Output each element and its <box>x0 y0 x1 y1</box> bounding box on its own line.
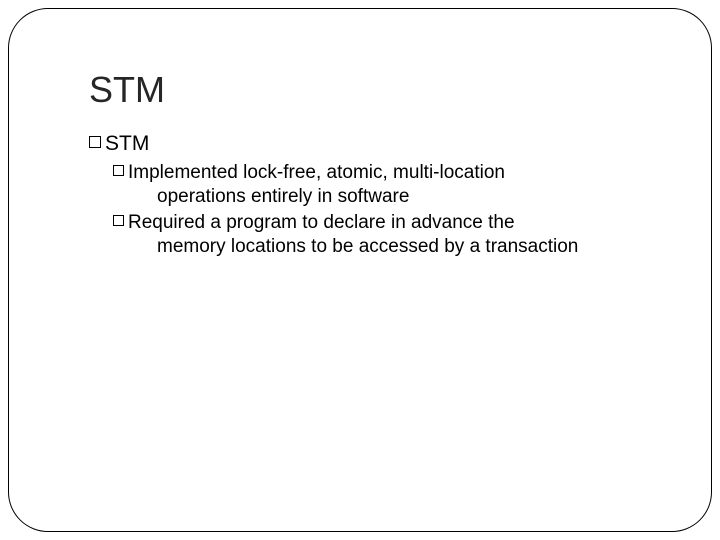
bullet-l2a-line2: operations entirely in software <box>157 185 651 209</box>
bullet-level1: STM <box>89 131 651 157</box>
bullet-l2b-line1: Required a program to declare in advance… <box>128 211 515 235</box>
bullet-l2b-line2: memory locations to be accessed by a tra… <box>157 235 651 259</box>
slide-title: STM <box>89 69 651 111</box>
square-bullet-icon <box>113 215 124 226</box>
slide-content: STM STM Implemented lock-free, atomic, m… <box>89 69 651 260</box>
slide-frame: STM STM Implemented lock-free, atomic, m… <box>8 8 712 532</box>
bullet-l2a-line1: Implemented lock-free, atomic, multi-loc… <box>128 161 505 185</box>
bullet-level2-b: Required a program to declare in advance… <box>113 211 651 259</box>
square-bullet-icon <box>113 165 124 176</box>
bullet-level2-a: Implemented lock-free, atomic, multi-loc… <box>113 161 651 209</box>
square-bullet-icon <box>89 136 101 148</box>
bullet-l1-text: STM <box>105 131 149 157</box>
